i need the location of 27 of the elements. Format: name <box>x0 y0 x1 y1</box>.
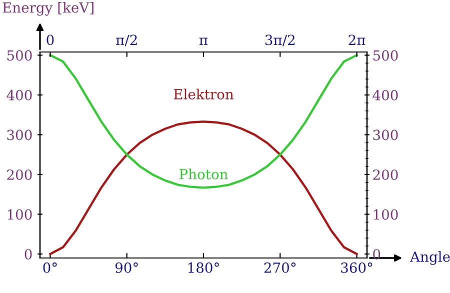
line-series <box>49 120 358 256</box>
x-tick-label: 360° <box>341 262 372 273</box>
y-tick-label: 100 <box>8 209 32 220</box>
y-tick-label: 500 <box>7 50 32 61</box>
y2-tick-label: 100 <box>374 209 398 220</box>
series-label: Photon <box>179 168 228 180</box>
y2-tick-label: 400 <box>372 90 398 100</box>
x-tick-label: 90° <box>115 262 138 273</box>
y2-tick-label: 500 <box>373 50 398 61</box>
y-tick-label: 0 <box>24 248 32 260</box>
x2-tick-label: π <box>199 38 208 45</box>
x-tick-label: 0° <box>43 262 57 273</box>
x-tick-label: 270° <box>264 262 296 273</box>
x-tick-label: 180° <box>188 262 219 273</box>
y-axis-title: Energy [keV] <box>2 2 94 16</box>
y2-tick-label: 300 <box>373 130 398 140</box>
y-tick-label: 400 <box>6 90 32 100</box>
y2-tick-label: 200 <box>373 169 398 180</box>
y-tick-label: 200 <box>7 169 32 180</box>
y-tick-label: 300 <box>7 130 32 140</box>
series-label: Elektron <box>174 88 234 100</box>
line-series <box>49 54 358 189</box>
x2-tick-label: 2π <box>348 34 366 45</box>
x2-tick-label: 3π/2 <box>265 34 295 46</box>
x2-tick-label: π/2 <box>116 34 137 46</box>
x2-tick-label: 0 <box>46 34 54 46</box>
x-axis-title: Angle <box>410 251 450 265</box>
